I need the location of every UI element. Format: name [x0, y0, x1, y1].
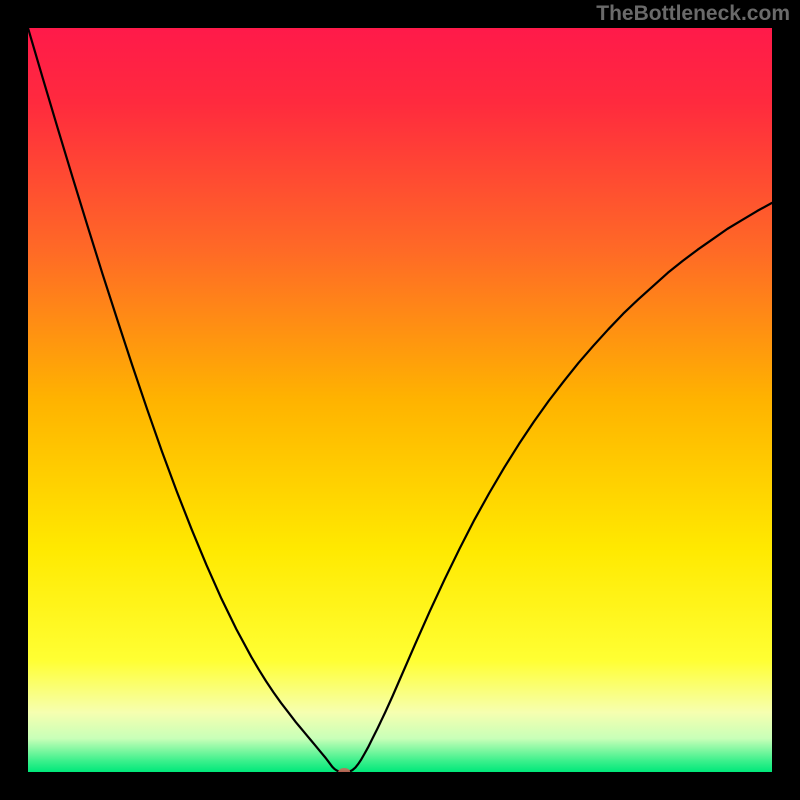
bottleneck-chart [28, 28, 772, 772]
watermark-text: TheBottleneck.com [596, 2, 790, 26]
chart-svg [28, 28, 772, 772]
